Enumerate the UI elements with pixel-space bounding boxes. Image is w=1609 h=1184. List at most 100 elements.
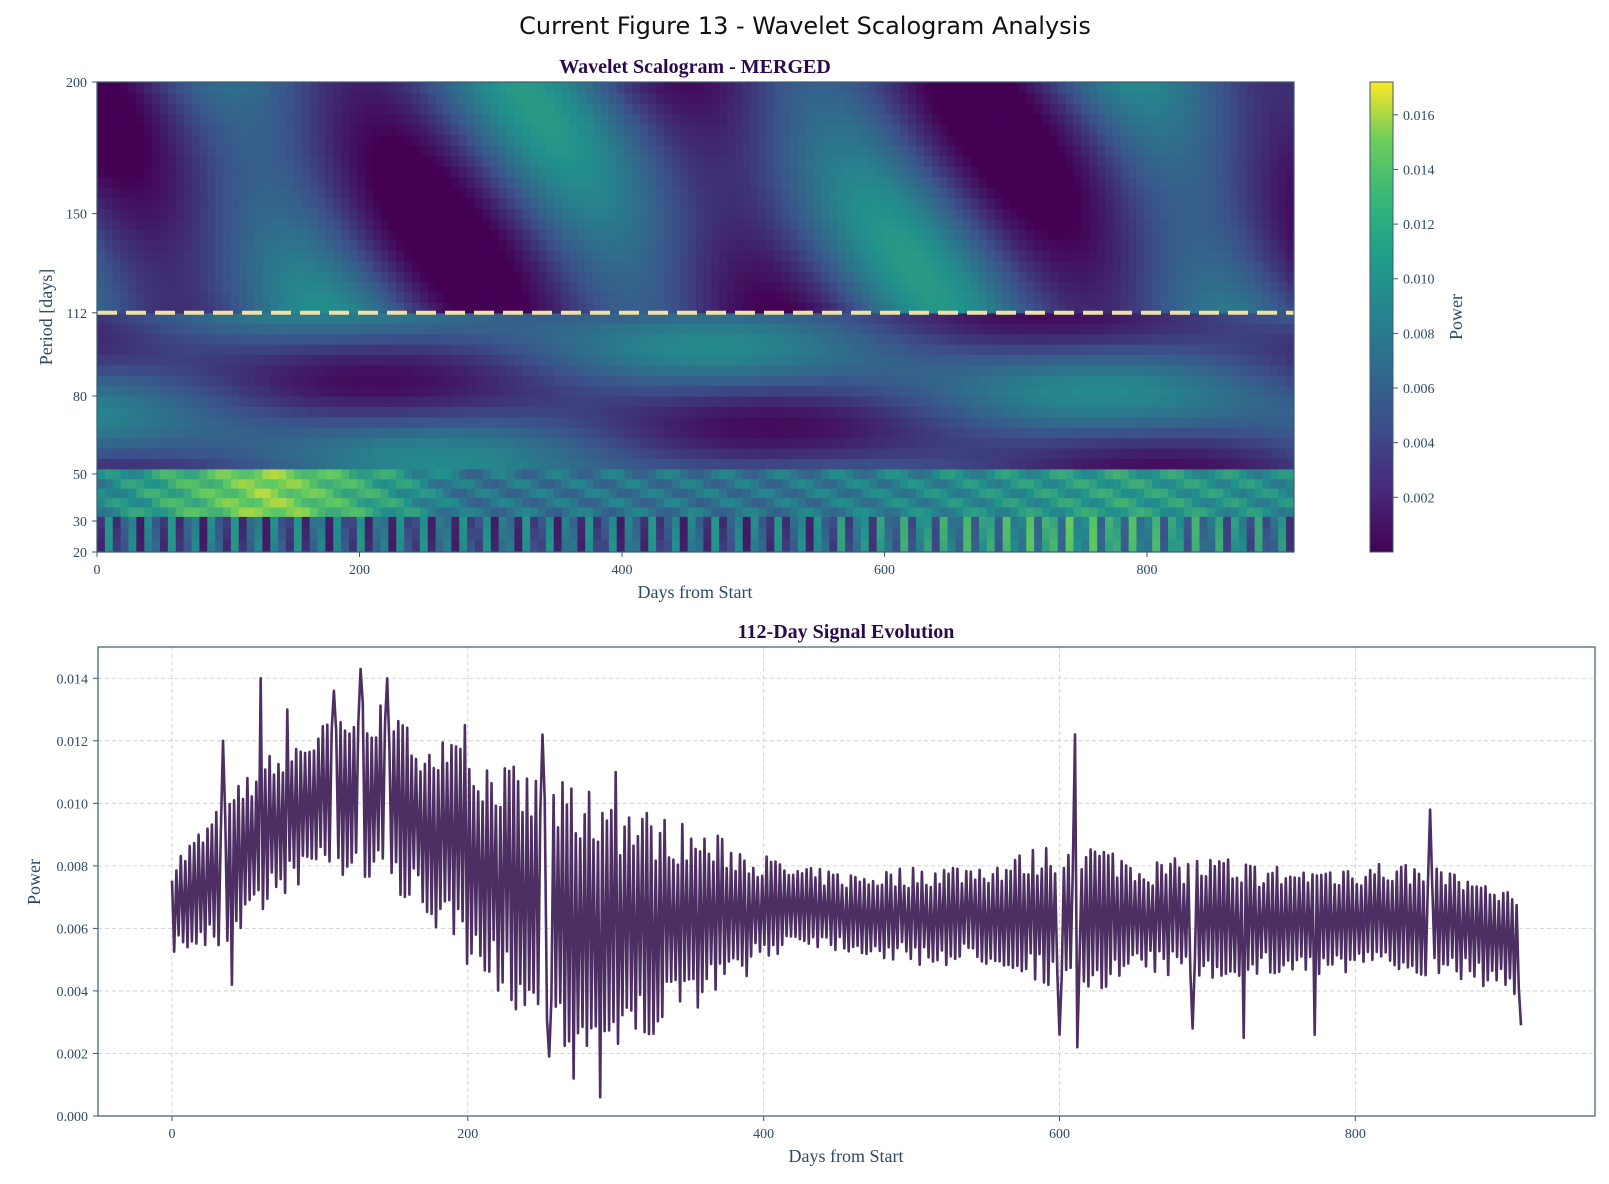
heatmap-cell <box>364 458 374 470</box>
heatmap-cell <box>215 516 224 528</box>
heatmap-cell <box>317 281 326 293</box>
heatmap-cell <box>1128 468 1138 480</box>
heatmap-cell <box>790 416 799 428</box>
heatmap-cell <box>482 281 492 293</box>
heatmap-cell <box>711 281 720 293</box>
heatmap-cell <box>1136 312 1145 324</box>
heatmap-cell <box>979 260 988 272</box>
heatmap-cell <box>254 323 263 335</box>
heatmap-cell <box>1270 458 1279 470</box>
heatmap-cell <box>971 281 980 293</box>
heatmap-cell <box>1081 323 1090 335</box>
heatmap-cell <box>175 229 185 241</box>
heatmap-cell <box>608 506 618 517</box>
heatmap-cell <box>388 312 397 324</box>
heatmap-cell <box>309 333 319 345</box>
heatmap-cell <box>1034 488 1043 499</box>
heatmap-cell <box>1238 488 1248 499</box>
heatmap-cell <box>215 291 224 303</box>
heatmap-cell <box>664 406 673 418</box>
heatmap-cell <box>482 271 492 283</box>
heatmap-cell <box>1042 281 1051 293</box>
heatmap-cell <box>443 364 452 376</box>
heatmap-cell <box>1097 478 1106 489</box>
heatmap-cell <box>837 208 846 220</box>
heatmap-cell <box>1254 375 1264 387</box>
heatmap-cell <box>766 218 775 230</box>
heatmap-cell <box>199 333 208 345</box>
heatmap-cell <box>608 333 618 345</box>
heatmap-cell <box>372 478 382 489</box>
heatmap-cell <box>994 343 1004 355</box>
heatmap-cell <box>1002 312 1012 324</box>
heatmap-cell <box>971 364 980 376</box>
heatmap-cell <box>1097 229 1106 241</box>
heatmap-cell <box>892 478 901 489</box>
heatmap-cell <box>790 497 799 508</box>
heatmap-cell <box>1199 250 1208 262</box>
heatmap-cell <box>727 281 736 293</box>
heatmap-cell <box>766 260 775 272</box>
heatmap-cell <box>278 229 287 241</box>
heatmap-cell <box>293 516 303 528</box>
heatmap-cell <box>923 416 933 428</box>
heatmap-cell <box>782 250 791 262</box>
heatmap-cell <box>845 478 854 489</box>
heatmap-cell <box>853 437 862 449</box>
heatmap-cell <box>388 437 397 449</box>
heatmap-cell <box>553 364 563 376</box>
heatmap-cell <box>947 302 956 314</box>
heatmap-cell <box>900 447 909 459</box>
heatmap-cell <box>955 218 964 230</box>
heatmap-cell <box>1160 497 1169 508</box>
heatmap-cell <box>419 333 429 345</box>
heatmap-cell <box>380 488 389 499</box>
heatmap-cell <box>325 447 334 459</box>
heatmap-cell <box>742 497 752 508</box>
heatmap-cell <box>931 250 941 262</box>
heatmap-cell <box>1238 416 1248 428</box>
heatmap-cell <box>412 218 421 230</box>
heatmap-cell <box>191 506 200 517</box>
heatmap-cell <box>1270 302 1279 314</box>
heatmap-cell <box>656 458 665 470</box>
heatmap-cell <box>349 427 358 439</box>
heatmap-cell <box>514 343 523 355</box>
heatmap-cell <box>727 539 736 552</box>
heatmap-cell <box>459 343 468 355</box>
heatmap-cell <box>1152 516 1161 528</box>
heatmap-cell <box>750 291 760 303</box>
heatmap-cell <box>790 354 799 366</box>
heatmap-cell <box>333 281 342 293</box>
heatmap-cell <box>648 497 657 508</box>
heatmap-cell <box>309 281 319 293</box>
heatmap-cell <box>1002 385 1012 397</box>
heatmap-cell <box>632 208 641 220</box>
heatmap-cell <box>695 497 704 508</box>
heatmap-cell <box>640 527 649 541</box>
heatmap-cell <box>593 447 602 459</box>
heatmap-cell <box>1057 539 1067 552</box>
heatmap-cell <box>230 427 240 439</box>
heatmap-cell <box>963 291 972 303</box>
heatmap-cell <box>238 406 248 418</box>
heatmap-cell <box>884 406 893 418</box>
heatmap-cell <box>805 395 815 407</box>
heatmap-cell <box>514 406 523 418</box>
heatmap-cell <box>624 478 634 489</box>
heatmap-cell <box>522 488 531 499</box>
heatmap-cell <box>396 239 405 251</box>
heatmap-cell <box>230 527 240 541</box>
heatmap-cell <box>640 291 649 303</box>
heatmap-cell <box>443 271 452 283</box>
heatmap-cell <box>301 343 311 355</box>
heatmap-cell <box>396 516 405 528</box>
heatmap-cell <box>750 416 760 428</box>
heatmap-cell <box>396 406 405 418</box>
heatmap-cell <box>380 250 389 262</box>
heatmap-cell <box>703 468 712 480</box>
heatmap-cell <box>1168 385 1177 397</box>
heatmap-cell <box>152 229 161 241</box>
heatmap-cell <box>191 239 200 251</box>
heatmap-cell <box>349 302 358 314</box>
